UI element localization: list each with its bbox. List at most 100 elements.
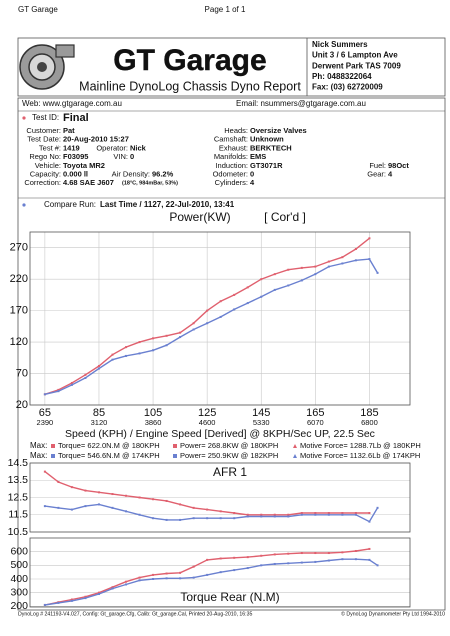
series-point — [206, 309, 209, 312]
info-right-value: EMS — [250, 152, 266, 161]
series-point — [179, 571, 182, 574]
series-point — [43, 393, 46, 396]
body-frame — [17, 97, 446, 611]
logo-title: GT Garage — [113, 44, 266, 77]
series-point — [125, 346, 128, 349]
series-point — [84, 373, 87, 376]
series-point — [138, 341, 141, 344]
series-point — [165, 572, 168, 575]
series-point — [260, 515, 263, 518]
rpm-tick-label: 4600 — [199, 418, 216, 427]
max-value: Torque= 622.0N.M @ 180KPH — [58, 441, 160, 450]
compare-bullet — [22, 203, 26, 207]
rpm-tick-label: 2390 — [37, 418, 54, 427]
series-point — [260, 564, 263, 567]
series-point — [287, 268, 290, 271]
y-tick-label: 20 — [16, 399, 28, 411]
series-point — [179, 577, 182, 580]
series-point — [327, 265, 330, 268]
top-left-title: GT Garage — [18, 5, 58, 14]
series-point — [192, 576, 195, 579]
x-tick-label: 105 — [144, 407, 162, 419]
email-address: Email: nsummers@gtgarage.com.au — [236, 99, 366, 108]
series-point — [111, 586, 114, 589]
series-point — [138, 496, 141, 499]
series-point — [111, 358, 114, 361]
series-point — [273, 515, 276, 518]
compare-run-label: Compare Run: — [44, 200, 96, 209]
page-number: Page 1 of 1 — [205, 5, 246, 14]
series-point — [287, 515, 290, 518]
info-left-value: 4.68 SAE J607 — [63, 178, 114, 187]
x-tick-label: 165 — [306, 407, 324, 419]
info-right-label: Manifolds: — [214, 152, 248, 161]
series-point — [125, 494, 128, 497]
info-right-value: BERKTECH — [250, 143, 292, 152]
series-point — [354, 512, 357, 515]
series-point — [233, 308, 236, 311]
series-point — [192, 517, 195, 520]
series-point — [43, 505, 46, 508]
series-point — [314, 512, 317, 515]
series-point — [125, 583, 128, 586]
series-point — [341, 551, 344, 554]
chart-title: Power(KW) — [169, 210, 230, 224]
series-point — [273, 273, 276, 276]
info-middle-value: Nick — [130, 143, 147, 152]
series-point — [138, 579, 141, 582]
series-point — [138, 352, 141, 355]
series-point — [152, 573, 155, 576]
info-left-label: Test Date: — [27, 135, 61, 144]
max-label: Max: — [30, 441, 47, 450]
info-far-right-value: 4 — [388, 169, 393, 178]
series-point — [341, 512, 344, 515]
series-point — [206, 322, 209, 325]
series-point — [206, 517, 209, 520]
info-right-label: Heads: — [224, 126, 248, 135]
info-left-label: Capacity: — [30, 169, 61, 178]
series-point — [300, 512, 303, 515]
series-point — [192, 565, 195, 568]
series-point — [341, 262, 344, 265]
rpm-tick-label: 5330 — [253, 418, 270, 427]
info-left-value: 1419 — [63, 143, 80, 152]
series-point — [192, 328, 195, 331]
series-point — [300, 561, 303, 564]
series-point — [219, 315, 222, 318]
series-point — [233, 293, 236, 296]
info-middle-label: VIN: — [113, 152, 128, 161]
series-point — [368, 547, 371, 550]
series-line — [44, 558, 378, 606]
series-point — [152, 337, 155, 340]
series-point — [327, 513, 330, 516]
footer-right: © DynoLog Dynamometer Pty Ltd 1994-2010 — [341, 610, 445, 617]
series-point — [57, 601, 60, 604]
max-value: Power= 250.9KW @ 182KPH — [180, 451, 278, 460]
info-left-value: Pat — [63, 126, 75, 135]
info-middle-value: 0 — [130, 152, 134, 161]
chart-title: Torque Rear (N.M) — [180, 590, 279, 604]
series-point — [300, 279, 303, 282]
y-tick-label: 10.5 — [8, 526, 29, 538]
series-point — [368, 258, 371, 261]
series-point — [84, 505, 87, 508]
test-id-value: Final — [63, 112, 89, 124]
info-right-value: Oversize Valves — [250, 126, 307, 135]
rpm-tick-label: 3120 — [91, 418, 108, 427]
max-label: Max: — [30, 451, 47, 460]
series-point — [314, 552, 317, 555]
series-point — [368, 558, 371, 561]
series-point — [341, 513, 344, 516]
series-point — [327, 559, 330, 562]
series-point — [368, 520, 371, 523]
series-point — [246, 513, 249, 516]
series-point — [300, 266, 303, 269]
series-point — [354, 259, 357, 262]
series-point — [84, 597, 87, 600]
info-left-label: Correction: — [24, 178, 61, 187]
series-point — [43, 470, 46, 473]
series-point — [260, 278, 263, 281]
rpm-tick-label: 6070 — [307, 418, 324, 427]
series-point — [179, 503, 182, 506]
info-left-label: Test #: — [39, 143, 61, 152]
